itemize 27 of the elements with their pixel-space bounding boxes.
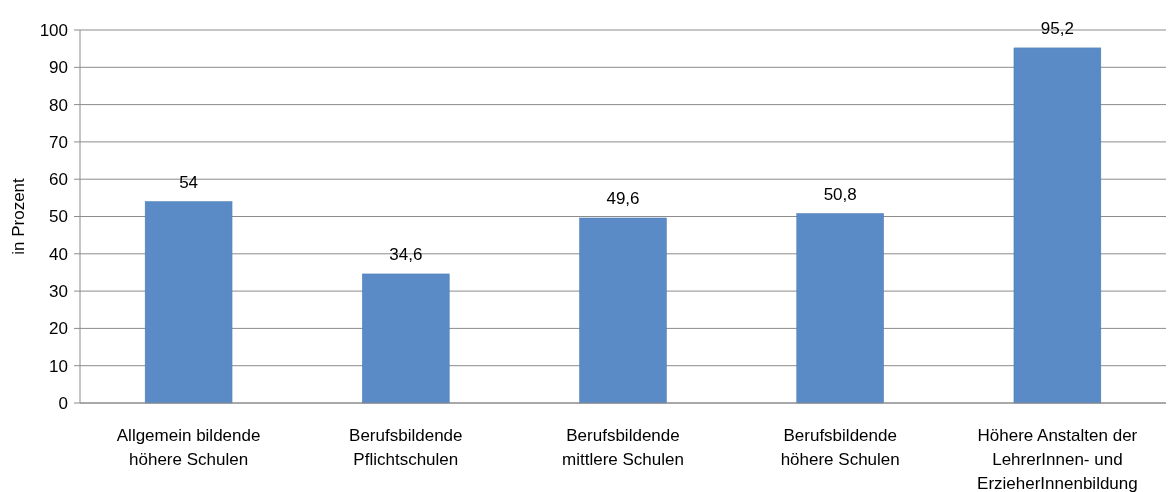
y-tick-label: 10 [49, 356, 68, 376]
x-tick-label: Berufsbildende höhere Schulen [780, 426, 900, 469]
y-axis-title: in Prozent [9, 177, 28, 255]
bar [579, 217, 667, 404]
x-tick-label: Allgemein bildende höhere Schulen [116, 426, 261, 469]
bar [796, 213, 884, 404]
x-tick-label: Höhere Anstalten der LehrerInnen- und ErzieherInnenbildung [977, 426, 1138, 492]
bar [1013, 47, 1102, 404]
bar [144, 201, 233, 404]
data-label: 54 [179, 172, 199, 192]
y-tick-label: 0 [58, 393, 68, 413]
y-tick-label: 20 [49, 319, 68, 339]
y-tick-label: 90 [49, 58, 68, 78]
data-label: 49,6 [606, 188, 640, 208]
y-tick-label: 60 [49, 170, 68, 190]
y-tick-label: 30 [49, 282, 68, 302]
data-label: 95,2 [1040, 18, 1074, 38]
x-tick-label: Berufsbildende mittlere Schulen [562, 426, 684, 469]
data-label: 34,6 [389, 244, 423, 264]
x-tick-label: Berufsbildende Pflichtschulen [349, 426, 463, 469]
y-tick-label: 80 [49, 95, 68, 115]
y-tick-label: 100 [39, 20, 68, 40]
y-tick-label: 50 [49, 207, 68, 227]
y-tick-label: 70 [49, 132, 68, 152]
bar [362, 273, 450, 404]
y-tick-label: 40 [49, 244, 68, 264]
data-label: 50,8 [823, 184, 857, 204]
